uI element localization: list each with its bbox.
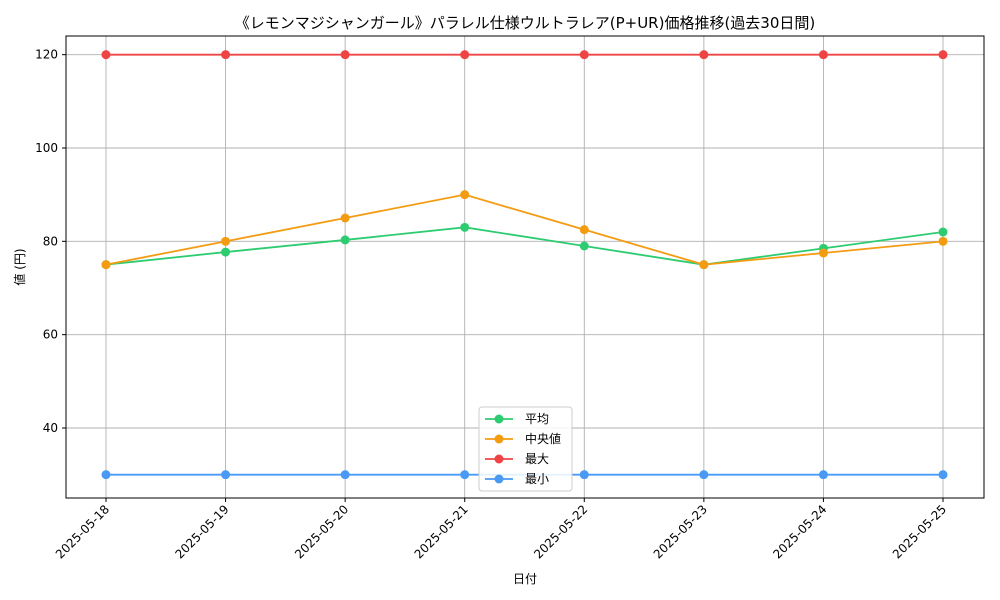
- data-point: [818, 50, 828, 60]
- x-tick-label: 2025-05-23: [651, 502, 710, 561]
- data-point: [699, 50, 709, 60]
- legend-item: 平均: [485, 412, 549, 426]
- data-point: [818, 248, 828, 258]
- data-point: [221, 236, 231, 246]
- y-tick-label: 60: [43, 328, 58, 342]
- y-tick-label: 100: [35, 141, 58, 155]
- x-tick-label: 2025-05-25: [890, 502, 949, 561]
- y-tick-label: 40: [43, 421, 58, 435]
- plot-frame: [65, 35, 985, 499]
- data-point: [221, 50, 231, 60]
- data-point: [340, 50, 350, 60]
- series-line: [105, 193, 944, 266]
- y-tick-label: 80: [43, 234, 58, 248]
- data-point: [938, 470, 948, 480]
- x-axis-ticks: 2025-05-18 2025-05-19 2025-05-20 2025-05-21…: [53, 498, 949, 561]
- series: [101, 50, 948, 480]
- x-tick-label: 2025-05-24: [770, 502, 829, 561]
- data-point: [101, 50, 111, 60]
- data-point: [221, 247, 231, 257]
- legend-marker: [494, 414, 504, 424]
- x-axis-label: 日付: [513, 572, 537, 586]
- x-tick-label: 2025-05-19: [172, 502, 231, 561]
- legend-box: [478, 406, 573, 492]
- data-point: [340, 213, 350, 223]
- data-point: [699, 260, 709, 270]
- legend-label: 最大: [525, 452, 549, 466]
- y-axis-ticks: 40 60 80 100 120: [35, 48, 66, 435]
- legend-label: 中央値: [525, 431, 561, 446]
- chart-title: 《レモンマジシャンガール》パラレル仕様ウルトラレア(P+UR)価格推移(過去30…: [235, 14, 816, 32]
- legend-marker: [494, 454, 504, 464]
- data-point: [460, 190, 470, 200]
- data-point: [101, 260, 111, 270]
- legend-marker: [494, 474, 504, 484]
- legend-label: 最小: [525, 472, 549, 486]
- series-line: [105, 226, 944, 266]
- x-tick-label: 2025-05-20: [292, 502, 351, 561]
- data-point: [340, 470, 350, 480]
- data-point: [221, 470, 231, 480]
- data-point: [938, 236, 948, 246]
- x-tick-label: 2025-05-22: [531, 502, 590, 561]
- data-point: [460, 470, 470, 480]
- data-point: [579, 241, 589, 251]
- legend-item: 最大: [485, 452, 549, 466]
- y-axis-label: 値 (円): [12, 248, 27, 285]
- data-point: [579, 225, 589, 235]
- data-point: [101, 470, 111, 480]
- series-0: [101, 222, 948, 270]
- y-tick-label: 120: [35, 48, 58, 62]
- data-point: [938, 227, 948, 237]
- legend-label: 平均: [525, 412, 549, 426]
- data-point: [460, 50, 470, 60]
- data-point: [938, 50, 948, 60]
- legend-item: 中央値: [485, 431, 561, 446]
- legend-marker: [494, 434, 504, 444]
- data-point: [579, 50, 589, 60]
- series-2: [101, 50, 948, 60]
- x-tick-label: 2025-05-21: [412, 502, 471, 561]
- legend-item: 最小: [485, 472, 549, 486]
- data-point: [460, 222, 470, 232]
- data-point: [579, 470, 589, 480]
- x-tick-label: 2025-05-18: [53, 502, 112, 561]
- data-point: [340, 235, 350, 245]
- data-point: [699, 470, 709, 480]
- series-1: [101, 190, 948, 270]
- data-point: [818, 470, 828, 480]
